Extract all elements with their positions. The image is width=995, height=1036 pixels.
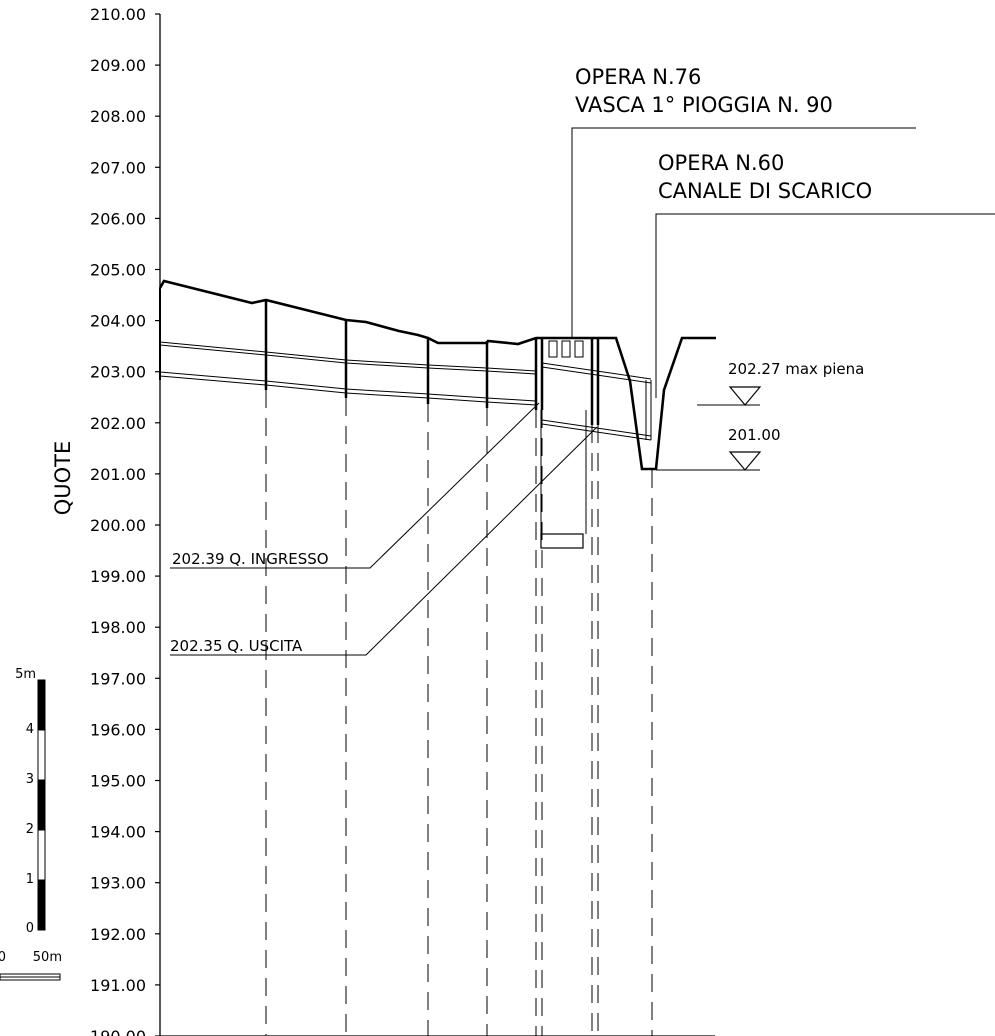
axis-tick-label: 196.00 bbox=[90, 720, 146, 739]
station-ticks bbox=[264, 300, 600, 425]
axis-tick-label: 200.00 bbox=[90, 516, 146, 535]
axis-tick-label: 203.00 bbox=[90, 363, 146, 382]
opera76-title: OPERA N.76 bbox=[575, 65, 701, 89]
vertical-scale-bar: 5m 4 3 2 1 0 bbox=[15, 667, 46, 936]
axis-tick-label: 204.00 bbox=[90, 312, 146, 331]
ingresso-label: 202.39 Q. INGRESSO bbox=[172, 550, 329, 568]
axis-tick-label: 193.00 bbox=[90, 874, 146, 893]
axis-tick-label: 210.00 bbox=[90, 5, 146, 24]
callout-leaders bbox=[170, 127, 995, 656]
axis-tick-label: 191.00 bbox=[90, 976, 146, 995]
axis-tick-label: 201.00 bbox=[90, 465, 146, 484]
horizontal-scale-bar: 0 50m bbox=[0, 950, 62, 981]
scale-label-3: 3 bbox=[26, 772, 34, 787]
axis-tick-label: 199.00 bbox=[90, 567, 146, 586]
pipe bbox=[159, 341, 652, 441]
axis-tick-label: 192.00 bbox=[90, 925, 146, 944]
scale-label-0: 0 bbox=[26, 921, 34, 936]
scale-label-4: 4 bbox=[26, 722, 34, 737]
opera60-subtitle: CANALE DI SCARICO bbox=[658, 179, 872, 203]
axis-tick-label: 205.00 bbox=[90, 261, 146, 280]
axis-tick-label: 190.00 bbox=[90, 1027, 146, 1036]
station-lines bbox=[265, 390, 653, 1036]
axis-title: QUOTE bbox=[51, 441, 75, 516]
axis-tick-label: 197.00 bbox=[90, 669, 146, 688]
bottom-level-label: 201.00 bbox=[728, 426, 781, 444]
scale-label-2: 2 bbox=[26, 822, 34, 837]
opera60-title: OPERA N.60 bbox=[658, 151, 784, 175]
scale-label-5m: 5m bbox=[15, 667, 36, 682]
scale-label-50m: 50m bbox=[33, 950, 62, 965]
axis-tick-label: 208.00 bbox=[90, 107, 146, 126]
axis-tick-label: 194.00 bbox=[90, 823, 146, 842]
max-piena-marker-icon bbox=[728, 386, 762, 406]
axis-tick-labels: 210.00 209.00 208.00 207.00 206.00 205.00 204.… bbox=[90, 5, 146, 1036]
axis-tick-label: 198.00 bbox=[90, 618, 146, 637]
axis-tick-label: 206.00 bbox=[90, 209, 146, 228]
bottom-level-marker-icon bbox=[728, 451, 762, 471]
water-levels: 202.27 max piena 201.00 bbox=[656, 360, 864, 471]
max-piena-label: 202.27 max piena bbox=[728, 360, 864, 378]
opera76-subtitle: VASCA 1° PIOGGIA N. 90 bbox=[575, 93, 833, 117]
axis-tick-label: 195.00 bbox=[90, 772, 146, 791]
axis-tick-label: 202.00 bbox=[90, 414, 146, 433]
ground-profile-line bbox=[158, 279, 716, 471]
axis-tick-label: 207.00 bbox=[90, 158, 146, 177]
axis-tick-label: 209.00 bbox=[90, 56, 146, 75]
uscita-label: 202.35 Q. USCITA bbox=[170, 637, 303, 655]
scale-label-h0: 0 bbox=[0, 950, 6, 965]
elevation-axis: 210.00 209.00 208.00 207.00 206.00 205.00 204.… bbox=[51, 5, 161, 1036]
vasca-structure bbox=[540, 340, 652, 549]
axis-ticks bbox=[155, 13, 160, 1036]
scale-label-1: 1 bbox=[26, 872, 34, 887]
